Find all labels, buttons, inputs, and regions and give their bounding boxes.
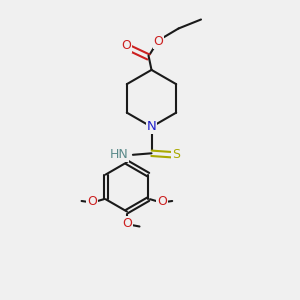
Text: O: O bbox=[122, 39, 131, 52]
Text: S: S bbox=[172, 148, 180, 161]
Text: N: N bbox=[147, 120, 156, 134]
Text: O: O bbox=[154, 35, 163, 48]
Text: O: O bbox=[87, 195, 97, 208]
Text: HN: HN bbox=[110, 148, 128, 161]
Text: O: O bbox=[157, 195, 166, 208]
Text: O: O bbox=[122, 217, 132, 230]
